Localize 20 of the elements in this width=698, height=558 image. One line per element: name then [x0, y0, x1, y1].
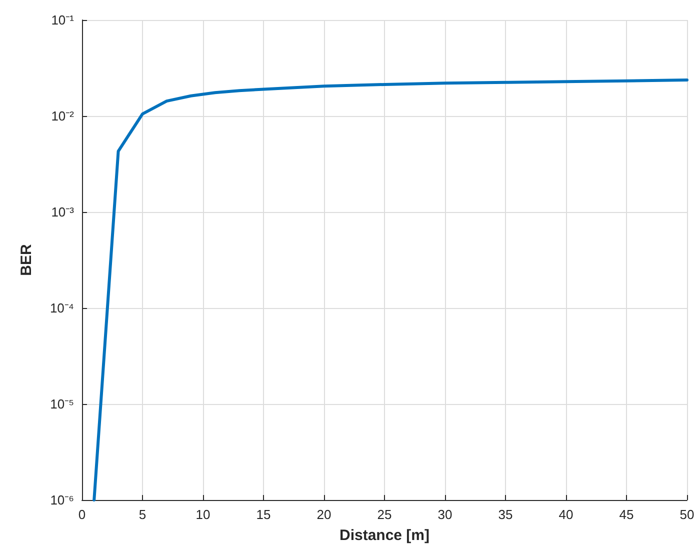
x-tick-label: 35: [498, 507, 513, 522]
y-tick-label: 10⁻⁴: [50, 300, 74, 316]
line-series: [92, 78, 688, 502]
x-tick-label: 25: [377, 507, 392, 522]
x-tick-label: 40: [558, 507, 574, 522]
x-tick-label: 15: [256, 507, 271, 522]
y-tick-label: 10⁻³: [51, 204, 75, 220]
y-tick-label: 10⁻⁵: [50, 396, 74, 412]
x-tick-label: 10: [196, 507, 210, 522]
x-axis-title: Distance [m]: [339, 527, 430, 544]
y-axis-title: BER: [18, 244, 35, 276]
y-tick-label: 10⁻⁶: [50, 492, 74, 508]
y-tick-label: 10⁻²: [51, 108, 75, 124]
x-tick-label: 0: [78, 507, 86, 522]
x-tick-label: 5: [138, 507, 146, 522]
x-tick-label: 20: [316, 507, 332, 522]
x-tick-label: 30: [438, 507, 452, 522]
x-tick-label: 50: [680, 507, 694, 522]
x-tick-label: 45: [619, 507, 634, 522]
y-tick-label: 10⁻¹: [51, 12, 75, 28]
